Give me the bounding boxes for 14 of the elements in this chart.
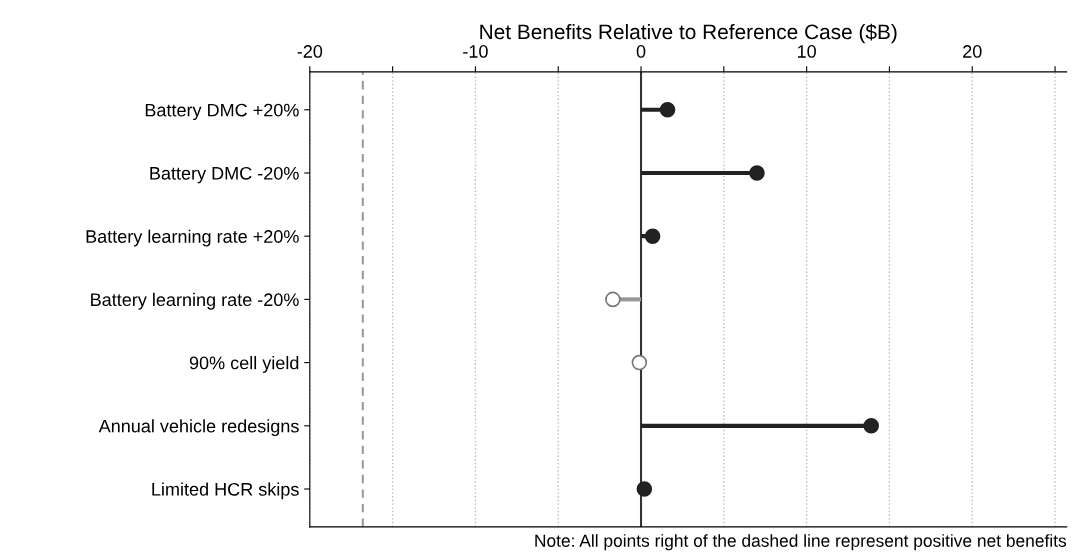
y-tick-label: Battery learning rate -20%: [91, 292, 299, 310]
x-tick-label: -20: [297, 45, 323, 58]
y-tick-label: Limited HCR skips: [152, 482, 299, 500]
y-tick-label: Annual vehicle redesigns: [98, 419, 299, 437]
x-tick-label: 20: [963, 45, 982, 58]
y-tick-label: 90% cell yield: [189, 356, 299, 373]
x-tick-label: 10: [797, 45, 816, 58]
y-tick-label: Battery DMC +20%: [145, 103, 299, 121]
x-axis-title: Net Benefits Relative to Reference Case ($B): [480, 23, 897, 44]
y-tick-label: Battery learning rate +20%: [86, 229, 299, 247]
text: Note: All points right of the dashed line represent positive net benefits: [535, 534, 1067, 551]
y-tick-label: Battery DMC -20%: [150, 166, 299, 184]
x-tick-label: -10: [463, 45, 488, 58]
x-tick-label: 0: [636, 45, 646, 58]
